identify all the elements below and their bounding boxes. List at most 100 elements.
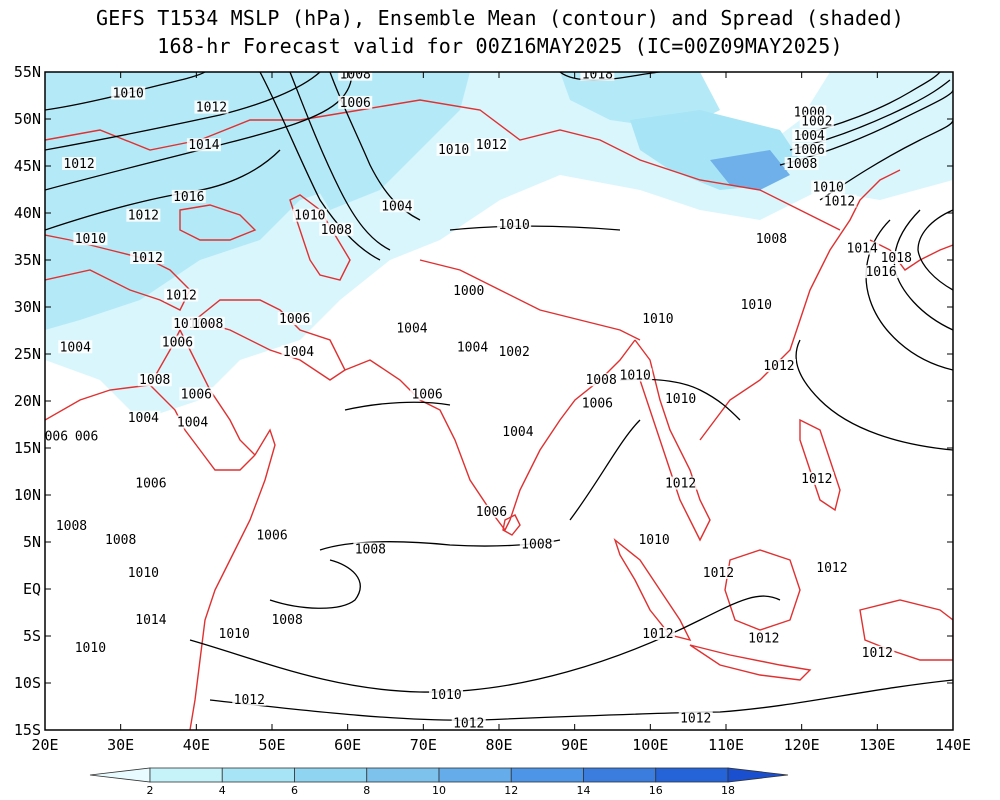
colorbar: 2 4 6 8 10 12 14 16 18 (89, 767, 789, 797)
isobar-1012-west (45, 72, 321, 151)
isobar-label-bg (678, 711, 713, 725)
colorbar-label: 6 (291, 784, 298, 797)
colorbar-label: 10 (432, 784, 446, 797)
isobar-label: 1010 (620, 369, 651, 384)
isobar-label: 1006 (181, 387, 212, 402)
isobar-label-bg (45, 429, 70, 443)
lon-tick-label: 30E (107, 736, 134, 754)
isobar-label: 1010 (665, 392, 696, 407)
isobar-label-bg (860, 645, 895, 659)
isobar-label-bg (701, 565, 736, 579)
isobar-label: 1016 (173, 190, 204, 205)
isobar-label: 1006 (476, 505, 507, 520)
coastline-java (689, 644, 812, 681)
border-central-asia (299, 99, 841, 231)
isobar-label: 1012 (131, 251, 162, 266)
isobar-label: 1008 (340, 68, 371, 83)
isobar-label: 1012 (166, 289, 197, 304)
isobar-label: 1004 (177, 416, 208, 431)
lat-tick-label: 40N (14, 204, 41, 222)
isobar-label: 1010 (75, 232, 106, 247)
isobar-label: 1014 (188, 138, 219, 153)
isobar-1014-west (45, 72, 353, 191)
border-himalaya (419, 259, 641, 341)
colorbar-label: 4 (219, 784, 226, 797)
isobar-label-bg (497, 218, 532, 232)
isobar-1018-pacific (917, 209, 953, 291)
isobar-label-bg (580, 396, 615, 410)
isobar-label-bg (497, 345, 532, 358)
colorbar-label: 14 (577, 784, 591, 797)
lon-tick-label: 40E (183, 736, 210, 754)
lat-tick-label: 35N (14, 251, 41, 269)
isobar-label: 1010 (430, 688, 461, 703)
isobar-label: 1008 (585, 373, 616, 388)
isobar-label: 1012 (816, 561, 847, 576)
isobar-label: 1010 (294, 209, 325, 224)
isobar-label-bg (319, 222, 354, 236)
isobar-1006-central (289, 72, 391, 251)
isobar-label: 1010 (812, 181, 843, 196)
coastline-china-east (699, 169, 901, 441)
isobar-label: 1008 (786, 157, 817, 172)
isobar-label-bg (171, 189, 206, 203)
isobar-label-bg (451, 716, 486, 730)
isobar-label: 1008 (56, 519, 87, 534)
isobar-label-bg (58, 340, 93, 354)
isobar-label: 1006 (135, 477, 166, 492)
lat-tick-label: 25N (14, 345, 41, 363)
isobar-label-bg (879, 251, 914, 264)
isobar-label-bg (739, 298, 774, 311)
isobar-1010-mid (449, 225, 621, 231)
isobar-label: 1012 (801, 472, 832, 487)
colorbar-segment (149, 767, 223, 783)
isobar-label: 1014 (135, 613, 166, 628)
isobar-label-bg (73, 429, 100, 443)
isobar-label: 1018 (881, 251, 912, 266)
isobar-label: 1006 (794, 143, 825, 158)
isobar-1008-bay (569, 419, 641, 521)
isobar-label-bg (455, 340, 490, 354)
isobar-label: 1014 (847, 242, 878, 257)
isobar-label: 1004 (283, 345, 314, 360)
isobar-label-bg (353, 542, 388, 556)
isobar-label: 1004 (128, 411, 159, 426)
lon-tick-label: 120E (784, 736, 820, 754)
colorbar-segment (655, 767, 729, 783)
isobar-label: 1012 (763, 359, 794, 374)
isobar-label-bg (338, 95, 373, 109)
isobar-label-bg (640, 627, 675, 640)
isobar-label: 1010 (128, 566, 159, 581)
isobar-label-bg (410, 387, 445, 401)
isobar-label: 1010 (498, 218, 529, 233)
lon-tick-label: 140E (935, 736, 971, 754)
isobar-label: 1012 (234, 693, 265, 708)
isobar-label-bg (519, 537, 554, 551)
isobar-label-bg (338, 72, 373, 81)
isobar-label-bg (133, 612, 168, 626)
isobar-label: 1012 (824, 195, 855, 210)
lat-tick-label: 30N (14, 298, 41, 316)
isobar-1008-northeast (779, 89, 953, 166)
isobar-label-bg (814, 561, 849, 575)
lat-tick-label: 15N (14, 439, 41, 457)
longitude-axis: 20E 30E 40E 50E 60E 70E 80E 90E 100E 110E 120E 130E… (31, 72, 971, 754)
isobar-label-bg (217, 627, 252, 640)
isobar-label: 1004 (457, 340, 488, 355)
isobar-label-bg (164, 288, 199, 302)
isobar-label-bg (103, 533, 138, 546)
coastline-borneo (724, 549, 801, 631)
isobar-label-bg (281, 345, 316, 358)
isobar-label: 1008 (321, 223, 352, 238)
isobar-label-bg (379, 199, 414, 213)
isobar-label: 1000 (453, 284, 484, 299)
coastline-indochina (634, 339, 711, 542)
lon-tick-label: 90E (561, 736, 588, 754)
isobar-label: 1016 (865, 265, 896, 280)
isobar-label-bg (255, 528, 289, 542)
isobar-label-bg (194, 100, 229, 114)
isobar-label-bg (618, 368, 653, 382)
isobar-label-bg (73, 232, 108, 246)
isobar-label: 1012 (453, 716, 484, 731)
